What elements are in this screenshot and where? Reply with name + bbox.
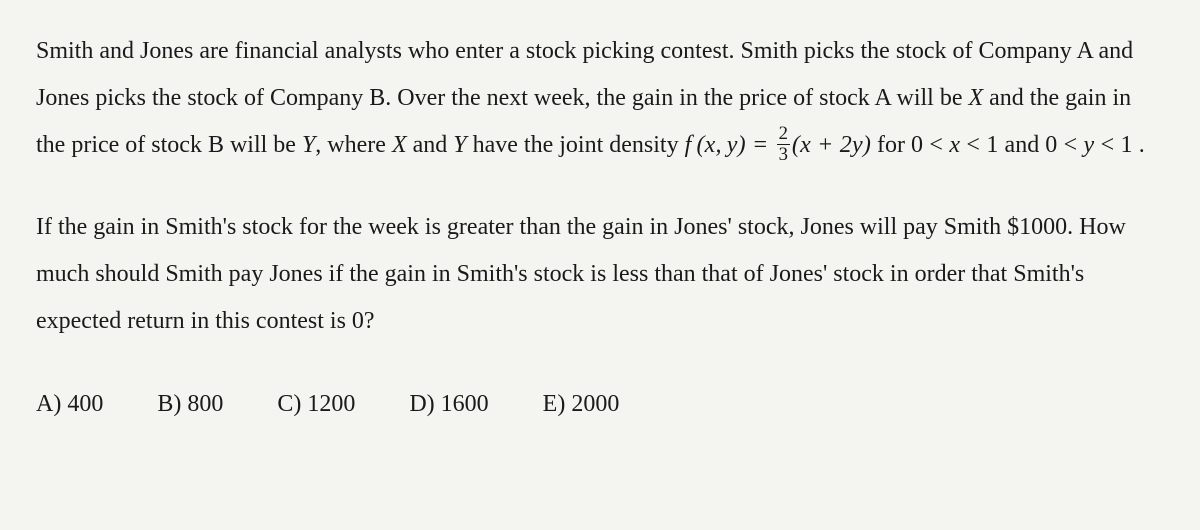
p1-t6: for — [871, 132, 911, 158]
domain-y: 0 < y < 1 — [1045, 132, 1133, 158]
choice-a-label: A) — [36, 391, 61, 417]
choice-c: C) 1200 — [277, 381, 355, 428]
fraction-two-thirds: 23 — [777, 124, 790, 164]
choice-e-label: E) — [543, 391, 566, 417]
p1-varX2: X — [392, 132, 407, 158]
p1-t5: have the joint density — [467, 132, 685, 158]
problem-page: Smith and Jones are financial analysts w… — [0, 0, 1200, 530]
density-lhs: f (x, y) = — [685, 132, 775, 158]
domain-x: 0 < x < 1 — [911, 132, 999, 158]
choice-c-label: C) — [277, 391, 301, 417]
p1-t8: . — [1133, 132, 1145, 158]
answer-choices: A) 400 B) 800 C) 1200 D) 1600 E) 2000 — [36, 381, 1164, 428]
p1-varY2: Y — [453, 132, 466, 158]
choice-d: D) 1600 — [409, 381, 488, 428]
paragraph-1: Smith and Jones are financial analysts w… — [36, 28, 1164, 168]
fraction-denominator: 3 — [777, 145, 790, 165]
p1-varY: Y — [302, 132, 315, 158]
choice-d-label: D) — [409, 391, 434, 417]
choice-b: B) 800 — [157, 381, 223, 428]
p1-t4: and — [407, 132, 454, 158]
p1-varX: X — [968, 85, 983, 111]
choice-c-value: 1200 — [307, 391, 355, 417]
paragraph-2: If the gain in Smith's stock for the wee… — [36, 204, 1164, 344]
p1-t7: and — [999, 132, 1046, 158]
choice-d-value: 1600 — [441, 391, 489, 417]
choice-e-value: 2000 — [571, 391, 619, 417]
fraction-numerator: 2 — [777, 124, 790, 145]
choice-e: E) 2000 — [543, 381, 620, 428]
choice-b-label: B) — [157, 391, 181, 417]
choice-a-value: 400 — [67, 391, 103, 417]
p1-t3: , where — [315, 132, 392, 158]
choice-b-value: 800 — [187, 391, 223, 417]
choice-a: A) 400 — [36, 381, 103, 428]
density-rhs: (x + 2y) — [792, 132, 871, 158]
